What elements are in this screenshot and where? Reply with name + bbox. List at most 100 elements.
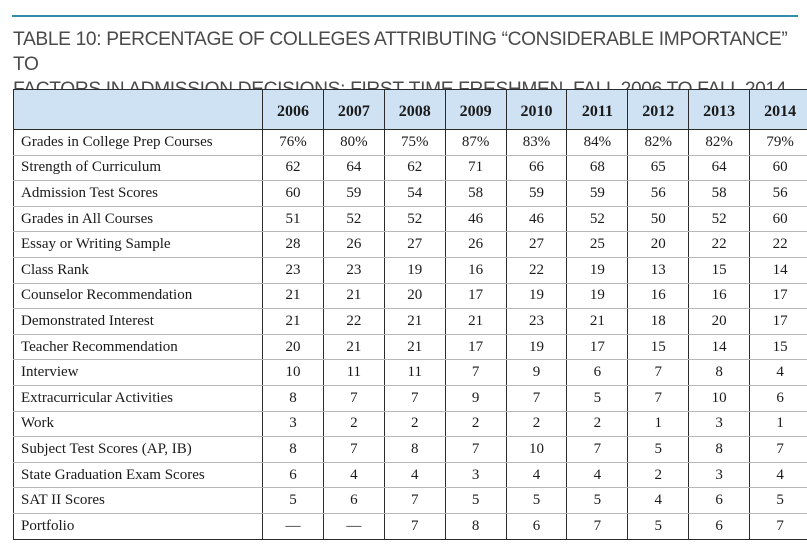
value-cell: 46: [444, 206, 507, 233]
value-cell: 7: [383, 385, 446, 412]
table-row: SAT II Scores 5 6 7 5 5 5 4 6 5: [13, 487, 807, 514]
value-cell: 58: [444, 180, 507, 207]
value-cell: 19: [505, 334, 567, 361]
value-cell: 76%: [262, 129, 324, 156]
value-cell: 23: [322, 257, 385, 284]
value-cell: —: [322, 513, 385, 540]
header-cell-year: 2011: [566, 89, 628, 130]
value-cell: 4: [322, 462, 385, 489]
value-cell: 3: [688, 411, 750, 438]
value-cell: 4: [505, 462, 567, 489]
value-cell: 4: [749, 462, 807, 489]
header-cell-year: 2014: [749, 89, 807, 130]
value-cell: 64: [688, 155, 750, 182]
value-cell: 54: [383, 180, 446, 207]
value-cell: 22: [688, 231, 750, 258]
value-cell: 7: [383, 513, 446, 540]
row-label-cell: Strength of Curriculum: [13, 155, 263, 182]
table-row: State Graduation Exam Scores 6 4 4 3 4 4 2 3 4: [13, 462, 807, 489]
value-cell: 10: [262, 359, 324, 386]
value-cell: 5: [566, 487, 628, 514]
value-cell: 17: [749, 308, 807, 335]
value-cell: 17: [749, 283, 807, 310]
value-cell: 15: [688, 257, 750, 284]
value-cell: 17: [444, 334, 507, 361]
value-cell: 64: [322, 155, 385, 182]
value-cell: 21: [322, 334, 385, 361]
value-cell: 2: [566, 411, 628, 438]
value-cell: 7: [322, 436, 385, 463]
value-cell: 20: [262, 334, 324, 361]
table-body: Grades in College Prep Courses 76% 80% 75% 8…: [13, 129, 807, 540]
value-cell: 68: [566, 155, 628, 182]
value-cell: 5: [262, 487, 324, 514]
value-cell: 65: [627, 155, 689, 182]
value-cell: 6: [566, 359, 628, 386]
value-cell: 15: [627, 334, 689, 361]
value-cell: 7: [627, 385, 689, 412]
value-cell: 5: [627, 436, 689, 463]
value-cell: 21: [262, 283, 324, 310]
value-cell: 27: [505, 231, 567, 258]
value-cell: 84%: [566, 129, 628, 156]
value-cell: 8: [383, 436, 446, 463]
value-cell: 9: [505, 359, 567, 386]
value-cell: 23: [505, 308, 567, 335]
value-cell: 16: [688, 283, 750, 310]
value-cell: 75%: [383, 129, 446, 156]
value-cell: 17: [444, 283, 507, 310]
table-row: Demonstrated Interest 21 22 21 21 23 21 18 20 17: [13, 308, 807, 335]
value-cell: 9: [444, 385, 507, 412]
value-cell: 6: [749, 385, 807, 412]
header-row: 2006 2007 2008 2009 2010 2011 2012 2013 2014: [13, 89, 807, 130]
value-cell: 21: [322, 283, 385, 310]
value-cell: 26: [444, 231, 507, 258]
value-cell: 82%: [688, 129, 750, 156]
header-cell-year: 2006: [262, 89, 324, 130]
value-cell: 62: [262, 155, 324, 182]
value-cell: 2: [627, 462, 689, 489]
value-cell: 2: [505, 411, 567, 438]
table-row: Grades in College Prep Courses 76% 80% 75% 8…: [13, 129, 807, 156]
row-label-cell: Admission Test Scores: [13, 180, 263, 207]
row-label-cell: SAT II Scores: [13, 487, 263, 514]
value-cell: 7: [749, 513, 807, 540]
value-cell: —: [262, 513, 324, 540]
value-cell: 5: [749, 487, 807, 514]
table-row: Work 3 2 2 2 2 2 1 3 1: [13, 411, 807, 438]
table-row: Interview 10 11 11 7 9 6 7 8 4: [13, 359, 807, 386]
value-cell: 1: [627, 411, 689, 438]
header-cell-year: 2007: [322, 89, 385, 130]
value-cell: 17: [566, 334, 628, 361]
value-cell: 46: [505, 206, 567, 233]
value-cell: 80%: [322, 129, 385, 156]
row-label-cell: Portfolio: [13, 513, 263, 540]
value-cell: 21: [262, 308, 324, 335]
value-cell: 52: [383, 206, 446, 233]
value-cell: 60: [262, 180, 324, 207]
value-cell: 19: [566, 283, 628, 310]
value-cell: 8: [262, 436, 324, 463]
table-row: Admission Test Scores 60 59 54 58 59 59 56 58 56: [13, 180, 807, 207]
value-cell: 5: [566, 385, 628, 412]
table-row: Grades in All Courses 51 52 52 46 46 52 50 52 60: [13, 206, 807, 233]
value-cell: 4: [749, 359, 807, 386]
value-cell: 15: [749, 334, 807, 361]
value-cell: 16: [627, 283, 689, 310]
value-cell: 21: [383, 334, 446, 361]
table-title-line-1: TABLE 10: PERCENTAGE OF COLLEGES ATTRIBU…: [13, 29, 788, 75]
table-row: Portfolio — —7 8 6 7 5 6 7: [13, 513, 807, 540]
value-cell: 6: [322, 487, 385, 514]
header-cell-factor: [13, 89, 263, 130]
value-cell: 25: [566, 231, 628, 258]
value-cell: 8: [262, 385, 324, 412]
row-label-cell: State Graduation Exam Scores: [13, 462, 263, 489]
value-cell: 7: [444, 359, 507, 386]
row-label-cell: Work: [13, 411, 263, 438]
value-cell: 7: [627, 359, 689, 386]
value-cell: 5: [505, 487, 567, 514]
value-cell: 14: [688, 334, 750, 361]
value-cell: 83%: [505, 129, 567, 156]
row-label-cell: Subject Test Scores (AP, IB): [13, 436, 263, 463]
value-cell: 59: [322, 180, 385, 207]
